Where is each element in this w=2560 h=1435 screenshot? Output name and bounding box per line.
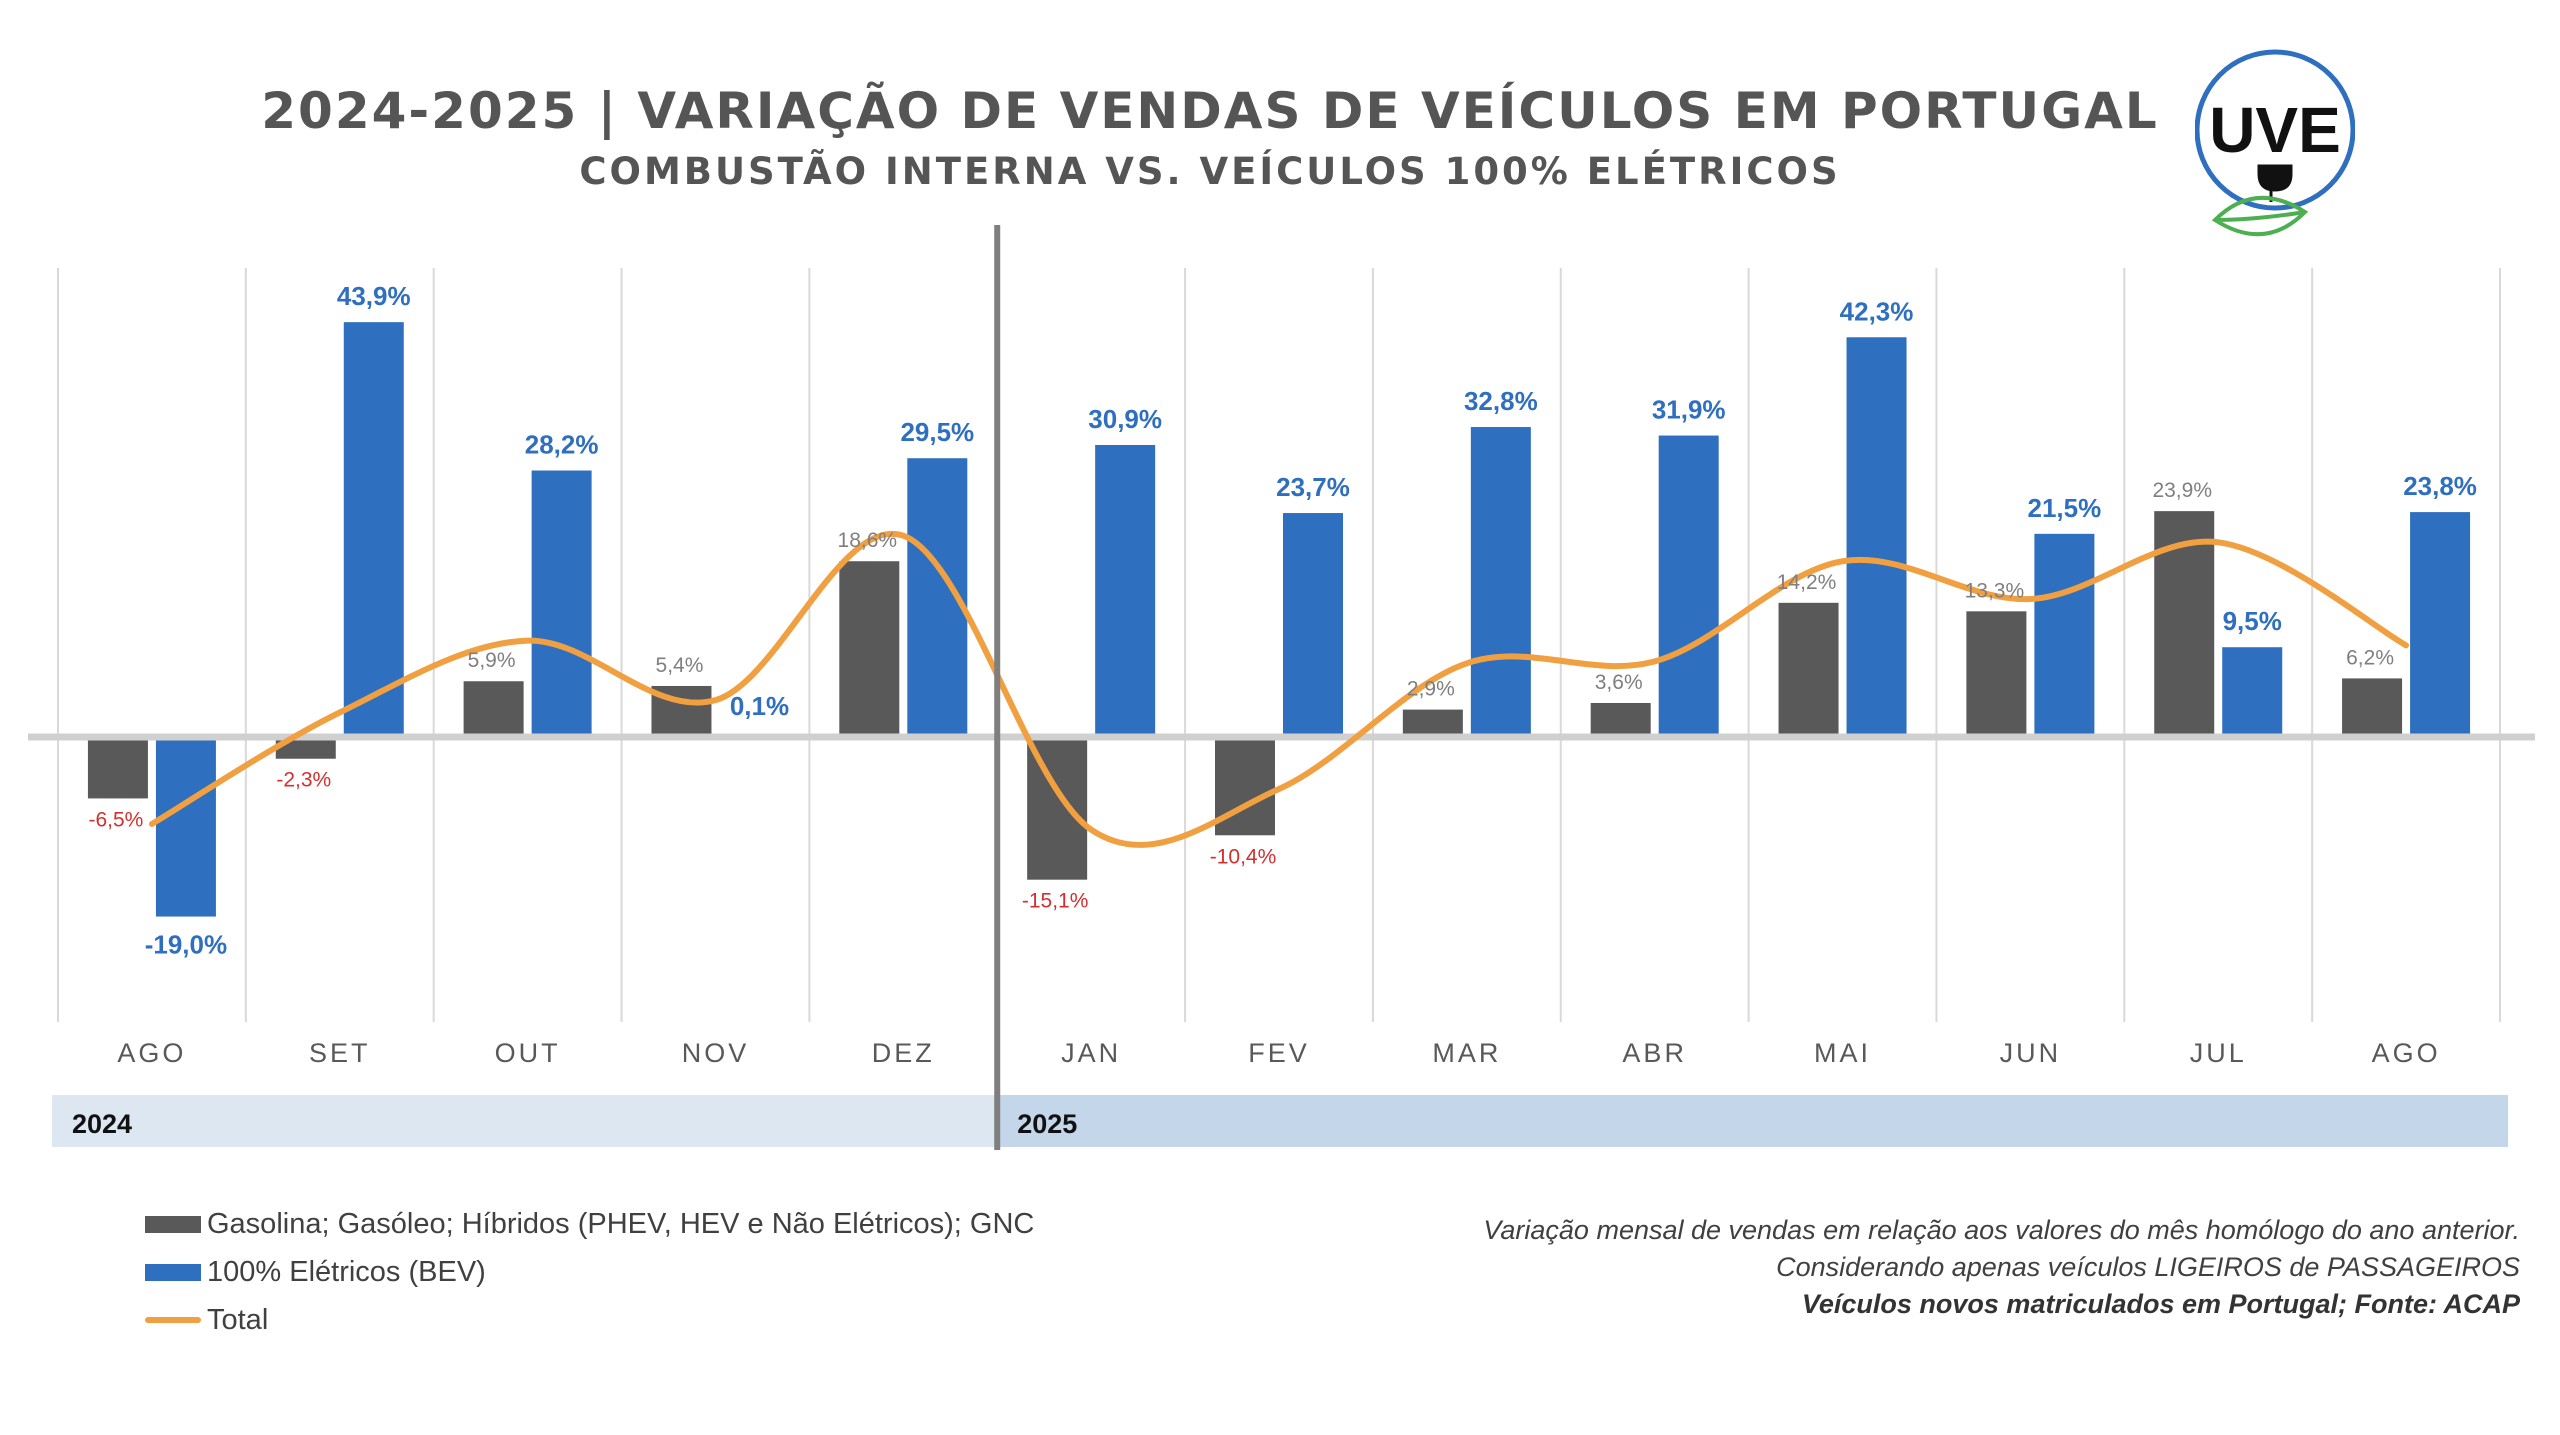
bar-combustion [2342,678,2403,737]
label-combustion: 2,9% [1407,678,1455,701]
bars [87,322,2471,917]
logo-text: UVE [2209,94,2341,166]
footnotes: Variação mensal de vendas em relação aos… [1483,1212,2520,1323]
label-combustion: -15,1% [1022,890,1089,913]
label-combustion: 5,9% [468,649,516,672]
label-combustion: 18,6% [838,529,898,552]
legend-label-combustion: Gasolina; Gasóleo; Híbridos (PHEV, HEV e… [207,1207,1035,1240]
chart-title: 2024-2025 | VARIAÇÃO DE VENDAS DE VEÍCUL… [261,82,2159,140]
x-tick-label: JUL [2190,1038,2247,1068]
x-tick-label: ABR [1622,1038,1687,1068]
bar-bev [2034,533,2095,737]
label-bev: 31,9% [1652,395,1726,425]
legend: Gasolina; Gasóleo; Híbridos (PHEV, HEV e… [145,1200,1034,1344]
note-line-2: Considerando apenas veículos LIGEIROS de… [1776,1252,2520,1282]
bar-bev [155,737,216,917]
x-tick-label: MAR [1432,1038,1501,1068]
x-tick-label: JUN [2000,1038,2062,1068]
legend-swatch-bev [145,1263,201,1281]
bar-bev [1283,513,1343,737]
label-bev: 32,8% [1464,386,1538,416]
legend-item-combustion: Gasolina; Gasóleo; Híbridos (PHEV, HEV e… [145,1200,1034,1248]
gridlines [57,268,2501,1022]
x-tick-label: AGO [117,1038,186,1068]
total-series-line [148,530,2410,848]
label-bev: 21,5% [2028,493,2102,523]
x-tick-label: NOV [682,1038,750,1068]
note-line-1: Variação mensal de vendas em relação aos… [1483,1215,2520,1245]
bar-combustion [1402,709,1463,737]
bar-bev [2222,647,2283,737]
bar-combustion [1778,602,1839,737]
x-tick-label: MAI [1814,1038,1871,1068]
bar-combustion [87,737,148,799]
bar-combustion [839,561,900,737]
legend-label-total: Total [207,1303,269,1336]
label-combustion: -6,5% [88,808,143,831]
legend-swatch-combustion [145,1215,201,1233]
year-label-2024: 2024 [72,1109,132,1139]
label-bev: 42,3% [1840,296,1914,326]
bar-combustion [275,737,336,759]
bar-combustion [1966,611,2027,737]
year-bands: 2024 2025 [52,1095,2509,1147]
label-combustion: -10,4% [1210,845,1277,868]
chart-subtitle: COMBUSTÃO INTERNA VS. VEÍCULOS 100% ELÉT… [579,150,1841,193]
label-combustion: 13,3% [1965,579,2025,602]
total-line [148,530,2410,848]
logo-ring [2195,49,2355,211]
x-axis: AGO SET OUT NOV DEZ JAN FEV MAR ABR MAI JUN JUL AGO [117,225,2441,1150]
label-bev: 29,5% [900,417,974,447]
legend-label-bev: 100% Elétricos (BEV) [207,1255,486,1288]
logo-leaf-icon [2211,195,2309,237]
uve-logo: UVE [2195,49,2355,237]
bar-combustion [463,681,524,737]
label-bev: 23,7% [1276,472,1350,502]
label-bev: 9,5% [2223,606,2282,636]
year-band-2025 [997,1095,2509,1147]
label-bev: 28,2% [525,430,599,460]
label-bev: 43,9% [337,281,411,311]
bar-bev [2410,512,2471,737]
x-tick-label: SET [309,1038,371,1068]
chart-area: 2024 2025 -6,5% -19,0% -2,3% 43,9% 5,9% 28,2% 5… [28,225,2535,1150]
label-combustion: 14,2% [1777,571,1837,594]
label-bev: 23,8% [2403,471,2477,501]
label-combustion: 6,2% [2346,646,2394,669]
data-labels: -6,5% -19,0% -2,3% 43,9% 5,9% 28,2% 5,4% 0,1% 18… [88,281,2476,959]
bar-bev [343,322,404,737]
label-bev: 30,9% [1088,404,1162,434]
bar-combustion [1590,702,1651,737]
note-line-3: Veículos novos matriculados em Portugal;… [1801,1289,2520,1319]
label-combustion: 3,6% [1595,671,1643,694]
legend-item-bev: 100% Elétricos (BEV) [145,1248,1034,1296]
x-tick-label: DEZ [872,1038,935,1068]
label-bev: -19,0% [145,930,227,960]
legend-swatch-total [145,1317,201,1323]
x-tick-label: AGO [2372,1038,2441,1068]
bar-bev [1095,444,1156,737]
label-combustion: 23,9% [2152,479,2212,502]
label-bev: 0,1% [730,691,789,721]
bar-bev [1846,337,1907,737]
x-tick-label: FEV [1248,1038,1310,1068]
label-combustion: -2,3% [276,769,331,792]
x-tick-label: OUT [495,1038,561,1068]
label-combustion: 5,4% [656,654,704,677]
bar-bev [1658,435,1719,737]
bar-bev [531,470,592,737]
year-label-2025: 2025 [1017,1109,1077,1139]
legend-item-total: Total [145,1296,1034,1344]
bar-bev [1470,427,1531,737]
year-band-2024 [52,1095,998,1147]
x-tick-label: JAN [1061,1038,1121,1068]
